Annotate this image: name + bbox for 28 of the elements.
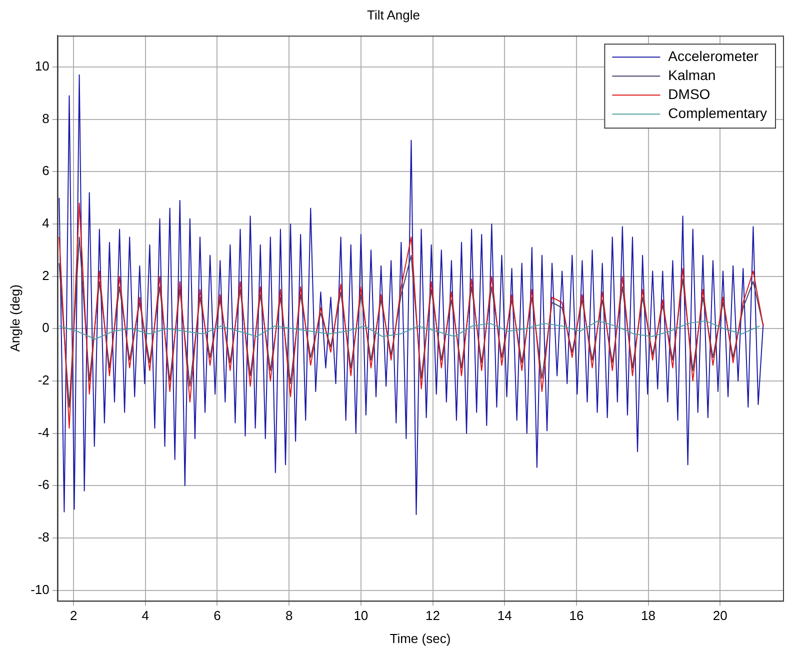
legend-label: DMSO <box>668 86 710 102</box>
x-tick-label: 20 <box>712 608 728 624</box>
x-tick-label: 12 <box>426 608 440 624</box>
x-tick-label: 6 <box>214 608 221 624</box>
y-tick-label: -10 <box>30 582 50 597</box>
y-tick-label: -6 <box>38 477 50 492</box>
y-tick-label: 6 <box>42 163 50 178</box>
x-tick-label: 14 <box>497 608 512 624</box>
x-tick-label: 10 <box>354 608 368 624</box>
chart-title: Tilt Angle <box>367 7 420 22</box>
y-tick-label: 10 <box>34 58 50 74</box>
y-tick-label: 8 <box>42 110 50 126</box>
y-tick-label: -8 <box>38 530 50 545</box>
y-tick-label: -2 <box>38 372 50 388</box>
x-tick-label: 16 <box>569 608 584 624</box>
legend-label: Accelerometer <box>668 48 759 64</box>
y-tick-label: 4 <box>42 216 50 231</box>
y-axis-title: Angle (deg) <box>7 284 22 352</box>
legend-label: Kalman <box>668 66 716 83</box>
x-tick-label: 8 <box>285 608 293 624</box>
legend-label: Complementary <box>668 104 768 121</box>
x-axis-title: Time (sec) <box>390 630 451 646</box>
x-tick-label: 2 <box>70 608 78 624</box>
x-tick-label: 18 <box>641 608 656 624</box>
y-tick-label: 0 <box>42 320 50 336</box>
y-tick-label: -4 <box>38 424 50 440</box>
y-tick-label: 2 <box>42 268 50 283</box>
x-tick-label: 4 <box>142 608 150 624</box>
